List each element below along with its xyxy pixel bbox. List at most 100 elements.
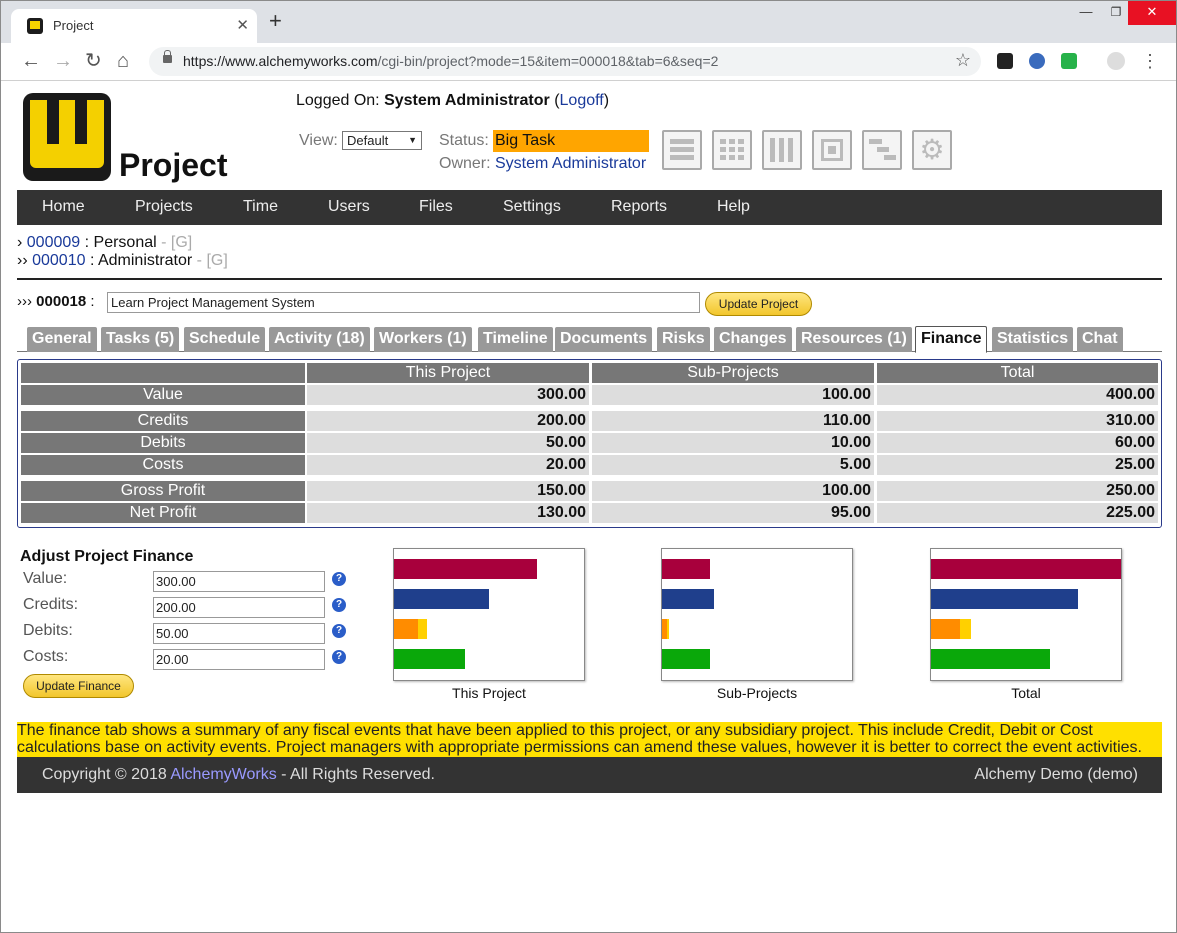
columns-view-icon[interactable] <box>762 130 802 170</box>
cell-credits-this: 200.00 <box>307 411 589 431</box>
chart-caption-this-project: This Project <box>452 685 526 701</box>
tab-statistics[interactable]: Statistics <box>992 327 1074 352</box>
bar-gross-profit <box>931 649 1050 669</box>
credits-help-icon[interactable]: ? <box>332 598 346 612</box>
col-header-this-project: This Project <box>307 363 589 383</box>
costs-help-icon[interactable]: ? <box>332 650 346 664</box>
chart-caption-sub-projects: Sub-Projects <box>716 685 798 701</box>
title-bar: Project ✕ + — ❐ ✕ <box>1 1 1176 43</box>
adjust-finance-title: Adjust Project Finance <box>20 548 194 565</box>
bar-debits <box>931 619 960 639</box>
bar-credits <box>662 589 714 609</box>
crumb-id-link[interactable]: 000010 <box>32 252 86 269</box>
logoff-open: ( <box>554 92 560 109</box>
update-project-button[interactable]: Update Project <box>705 292 812 316</box>
tab-schedule[interactable]: Schedule <box>184 327 266 352</box>
crumb-g-link[interactable]: [G] <box>170 234 193 251</box>
cell-costs-sub: 5.00 <box>592 455 874 475</box>
cell-value-sub: 100.00 <box>592 385 874 405</box>
settings-gear-icon[interactable]: ⚙ <box>912 130 952 170</box>
cell-gross-sub: 100.00 <box>592 481 874 501</box>
view-select[interactable]: Default <box>342 131 422 150</box>
nav-home[interactable]: Home <box>42 198 85 215</box>
nav-help[interactable]: Help <box>717 198 750 215</box>
footer-demo: Alchemy Demo (demo) <box>974 766 1138 783</box>
value-help-icon[interactable]: ? <box>332 572 346 586</box>
costs-label: Costs: <box>23 648 69 665</box>
crumb-g-link[interactable]: [G] <box>206 252 228 269</box>
debits-input[interactable]: 50.00 <box>153 623 325 644</box>
profile-icon[interactable] <box>1107 52 1125 70</box>
debits-label: Debits: <box>23 622 73 639</box>
tab-timeline[interactable]: Timeline <box>478 327 553 352</box>
tab-tasks[interactable]: Tasks (5) <box>101 327 180 352</box>
credits-label: Credits: <box>23 596 79 613</box>
url-path: /cgi-bin/project?mode=15&item=000018&tab… <box>377 53 719 69</box>
crumb-name: : Administrator <box>89 252 193 269</box>
forward-icon[interactable]: → <box>53 50 73 72</box>
rows-view-icon[interactable] <box>662 130 702 170</box>
alchemy-logo-icon <box>23 93 111 181</box>
tab-activity[interactable]: Activity (18) <box>269 327 370 352</box>
tab-documents[interactable]: Documents <box>555 327 653 352</box>
home-icon[interactable]: ⌂ <box>117 50 130 72</box>
nav-users[interactable]: Users <box>328 198 370 215</box>
extension-icon[interactable] <box>997 53 1013 69</box>
costs-input[interactable]: 20.00 <box>153 649 325 670</box>
nav-reports[interactable]: Reports <box>611 198 668 215</box>
tab-changes[interactable]: Changes <box>714 327 792 352</box>
logoff-link[interactable]: Logoff <box>559 92 604 109</box>
tab-chat[interactable]: Chat <box>1077 327 1123 352</box>
update-finance-button[interactable]: Update Finance <box>23 674 134 698</box>
address-bar[interactable]: https://www.alchemyworks.com/cgi-bin/pro… <box>149 47 981 76</box>
breadcrumb-2: ›› 000010 : Administrator - [G] <box>17 252 228 270</box>
crumb-sep: - <box>156 234 171 251</box>
nav-files[interactable]: Files <box>419 198 453 215</box>
credits-input[interactable]: 200.00 <box>153 597 325 618</box>
single-view-icon[interactable] <box>812 130 852 170</box>
company-link[interactable]: AlchemyWorks <box>170 766 277 783</box>
cell-net-total: 225.00 <box>877 503 1158 523</box>
tab-workers[interactable]: Workers (1) <box>374 327 472 352</box>
browser-tab[interactable]: Project ✕ <box>11 9 257 43</box>
cell-value-this: 300.00 <box>307 385 589 405</box>
bookmark-star-icon[interactable]: ☆ <box>954 50 971 70</box>
maximize-icon[interactable]: ❐ <box>1110 5 1122 19</box>
logged-user: System Administrator <box>384 92 550 109</box>
status-value[interactable]: Big Task <box>493 130 649 152</box>
cell-credits-sub: 110.00 <box>592 411 874 431</box>
debits-help-icon[interactable]: ? <box>332 624 346 638</box>
row-label-gross-profit: Gross Profit <box>21 481 305 501</box>
cell-value-total: 400.00 <box>877 385 1158 405</box>
globe-extension-icon[interactable] <box>1029 53 1045 69</box>
tab-resources[interactable]: Resources (1) <box>796 327 912 352</box>
tab-finance[interactable]: Finance <box>915 326 988 353</box>
minimize-icon[interactable]: — <box>1079 4 1093 19</box>
bar-value <box>931 559 1121 579</box>
value-input[interactable]: 300.00 <box>153 571 325 592</box>
close-window-icon[interactable]: ✕ <box>1128 1 1176 25</box>
nav-settings[interactable]: Settings <box>503 198 561 215</box>
value-label: Value: <box>23 570 68 587</box>
grid-view-icon[interactable] <box>712 130 752 170</box>
close-tab-icon[interactable]: ✕ <box>236 17 249 34</box>
project-name-input[interactable]: Learn Project Management System <box>107 292 700 313</box>
project-prefix: ››› <box>17 293 32 310</box>
gantt-view-icon[interactable] <box>862 130 902 170</box>
tab-general[interactable]: General <box>27 327 97 352</box>
crumb-id-link[interactable]: 000009 <box>26 234 81 251</box>
evernote-extension-icon[interactable] <box>1061 53 1077 69</box>
reload-icon[interactable]: ↻ <box>85 50 102 72</box>
nav-projects[interactable]: Projects <box>135 198 193 215</box>
row-label-value: Value <box>21 385 305 405</box>
new-tab-icon[interactable]: + <box>269 8 282 33</box>
tab-risks[interactable]: Risks <box>657 327 710 352</box>
back-icon[interactable]: ← <box>21 50 41 72</box>
cell-costs-this: 20.00 <box>307 455 589 475</box>
owner-link[interactable]: System Administrator <box>495 155 647 172</box>
copyright-text: Copyright © 2018 <box>42 766 171 783</box>
menu-icon[interactable]: ⋮ <box>1141 51 1159 71</box>
nav-time[interactable]: Time <box>243 198 278 215</box>
chart-caption-total: Total <box>1011 685 1041 701</box>
